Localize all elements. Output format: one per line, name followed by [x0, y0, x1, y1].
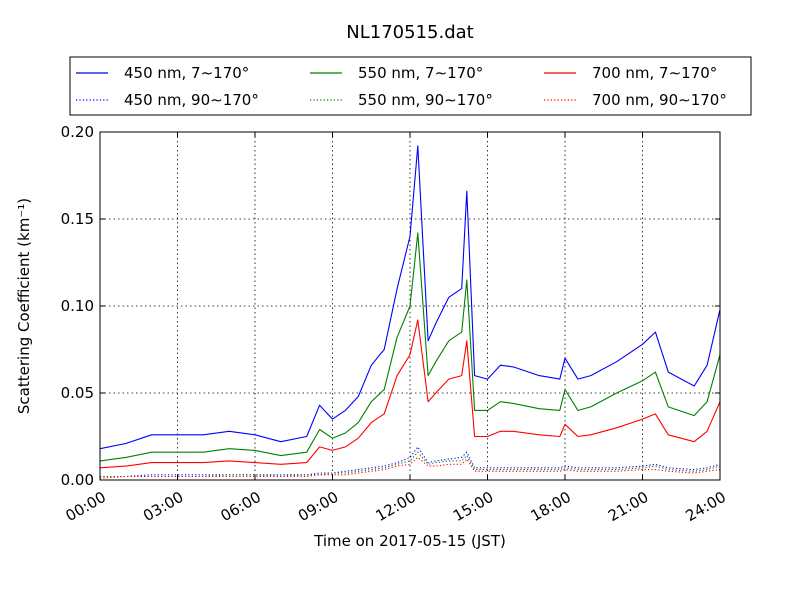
legend-label-5: 700 nm, 90∼170°: [592, 91, 727, 109]
legend: 450 nm, 7∼170° 450 nm, 90∼170° 550 nm, 7∼1…: [69, 56, 752, 116]
x-axis-label: Time on 2017-05-15 (JST): [313, 532, 506, 550]
y-tick-label: 0.20: [61, 123, 94, 141]
legend-label-0: 450 nm, 7∼170°: [124, 64, 249, 82]
legend-label-4: 700 nm, 7∼170°: [592, 64, 717, 82]
legend-label-2: 550 nm, 7∼170°: [358, 64, 483, 82]
y-tick-label: 0.00: [61, 471, 94, 489]
y-tick-label: 0.10: [61, 297, 94, 315]
series-line-0: [99, 145, 721, 450]
series-line-2: [99, 232, 721, 462]
chart-title: NL170515.dat: [346, 22, 473, 43]
y-axis-label: Scattering Coefficient (km⁻¹): [15, 198, 33, 414]
series-line-5: [99, 456, 721, 479]
y-tick-label: 0.15: [61, 210, 94, 228]
y-tick-labels: 0.00 0.05 0.10 0.15 0.20: [61, 123, 94, 489]
series-line-3: [100, 451, 721, 478]
y-tick-label: 0.05: [61, 384, 94, 402]
series-group: [99, 145, 721, 479]
legend-frame: [69, 56, 752, 116]
axis-ticks: [99, 131, 721, 481]
legend-label-3: 550 nm, 90∼170°: [358, 91, 493, 109]
series-line-1: [100, 445, 721, 478]
series-line-4: [99, 319, 721, 469]
legend-label-1: 450 nm, 90∼170°: [124, 91, 259, 109]
